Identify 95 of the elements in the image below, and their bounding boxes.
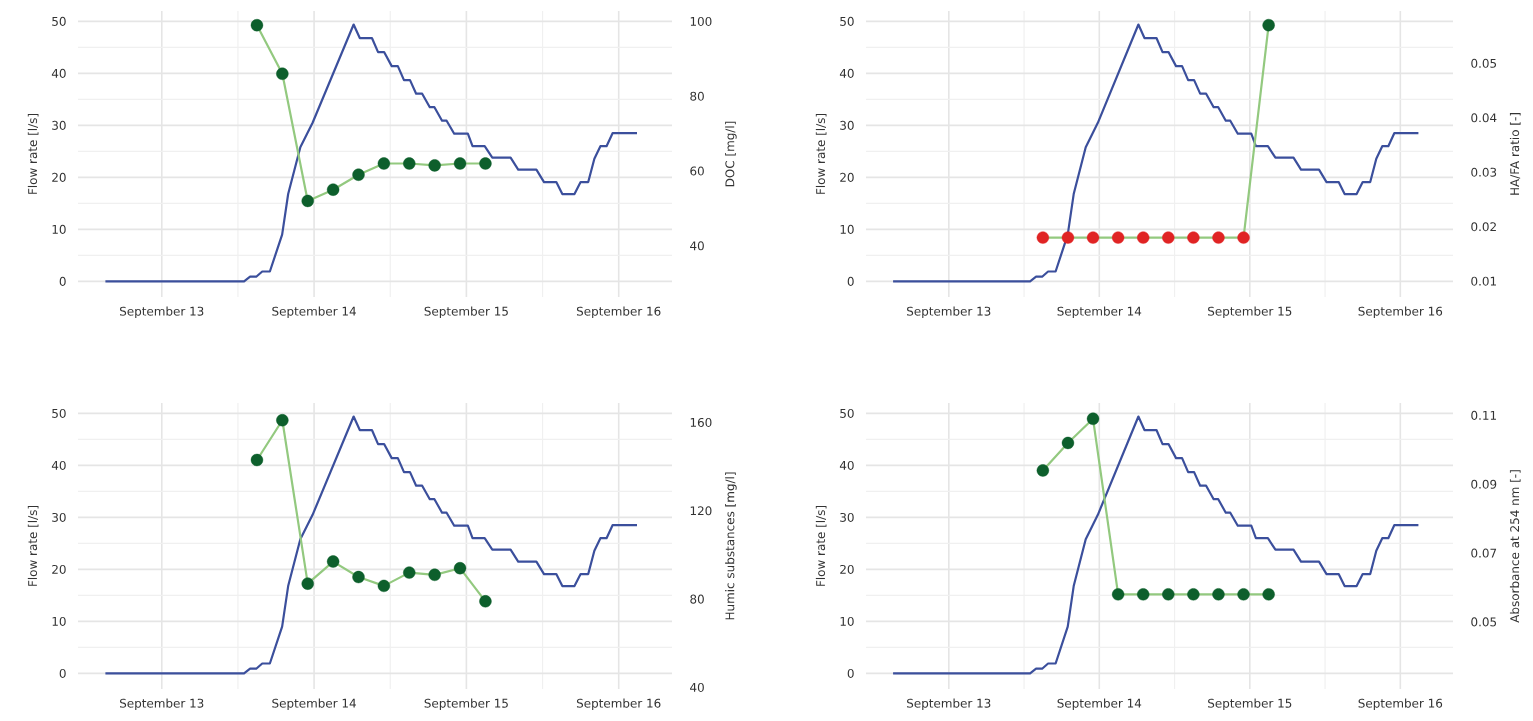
point xyxy=(377,579,391,593)
y2-tick-label: 100 xyxy=(690,16,712,26)
y-tick-label: 30 xyxy=(840,120,854,130)
y2-tick-label: 0.09 xyxy=(1471,479,1497,489)
point xyxy=(403,157,416,170)
point xyxy=(1036,464,1050,477)
y-tick-label: 20 xyxy=(52,172,66,182)
y-tick-label: 50 xyxy=(840,408,854,418)
point xyxy=(428,568,441,581)
y2-tick-label: 0.04 xyxy=(1471,113,1497,123)
y2-tick-label: 0.01 xyxy=(1471,276,1496,286)
y-tick-label: 0 xyxy=(59,276,66,286)
y2-tick-label: 0.02 xyxy=(1471,222,1496,232)
y2-tick-label: 0.05 xyxy=(1471,58,1497,68)
y2-tick-label: 80 xyxy=(690,594,704,604)
x-tick-label: September 14 xyxy=(1057,698,1142,711)
x-tick-label: September 13 xyxy=(907,306,991,319)
y-axis-title: Flow rate [l/s] xyxy=(27,505,39,586)
point xyxy=(479,595,492,608)
point xyxy=(403,566,416,579)
y-tick-label: 0 xyxy=(59,668,66,678)
point xyxy=(453,157,467,170)
point xyxy=(1262,588,1275,601)
point xyxy=(1137,588,1150,601)
y-axis-title: Flow rate [l/s] xyxy=(27,113,39,194)
point xyxy=(301,577,314,590)
point xyxy=(250,453,264,467)
y2-tick-label: 0.11 xyxy=(1471,410,1496,420)
point xyxy=(479,157,492,170)
x-tick-label: September 16 xyxy=(1358,698,1443,711)
point xyxy=(1086,412,1100,425)
y-tick-label: 50 xyxy=(840,16,854,26)
x-tick-label: September 13 xyxy=(120,698,204,711)
y-tick-label: 40 xyxy=(51,460,66,470)
y-tick-label: 40 xyxy=(839,68,854,78)
y-tick-label: 50 xyxy=(52,16,66,26)
y-tick-label: 20 xyxy=(840,172,854,182)
point xyxy=(352,168,365,181)
y-tick-label: 30 xyxy=(52,120,66,130)
x-tick-label: September 14 xyxy=(272,698,356,711)
x-tick-label: September 16 xyxy=(576,698,661,711)
point xyxy=(377,157,391,170)
x-tick-label: September 15 xyxy=(424,698,508,711)
point xyxy=(276,67,289,80)
y2-axis-title: HA/FA ratio [-] xyxy=(1509,113,1521,195)
y-tick-label: 30 xyxy=(52,512,66,522)
x-tick-label: September 14 xyxy=(1057,306,1142,319)
point xyxy=(1111,588,1125,601)
y-tick-label: 40 xyxy=(839,460,854,470)
y2-tick-label: 0.03 xyxy=(1471,167,1497,177)
point xyxy=(276,414,289,427)
y2-tick-label: 0.05 xyxy=(1471,617,1497,627)
y2-tick-label: 0.07 xyxy=(1471,548,1497,558)
point xyxy=(326,555,340,568)
y-tick-label: 10 xyxy=(840,224,854,234)
y2-tick-label: 60 xyxy=(690,166,704,176)
point xyxy=(453,562,467,575)
x-tick-label: September 15 xyxy=(424,306,508,319)
y-tick-label: 0 xyxy=(847,276,854,286)
point xyxy=(1187,588,1200,601)
y-tick-label: 10 xyxy=(52,224,66,234)
y2-axis-title: DOC [mg/l] xyxy=(725,121,737,187)
y-tick-label: 50 xyxy=(52,408,66,418)
x-tick-label: September 16 xyxy=(1358,306,1443,319)
y2-axis-title: Absorbance at 254 nm [-] xyxy=(1509,470,1521,623)
y2-tick-label: 160 xyxy=(690,417,712,427)
point xyxy=(352,570,365,584)
y-tick-label: 10 xyxy=(52,616,66,626)
y2-tick-label: 80 xyxy=(690,91,704,101)
x-tick-label: September 16 xyxy=(576,306,661,319)
x-tick-label: September 13 xyxy=(907,698,991,711)
y-axis-title: Flow rate [l/s] xyxy=(815,505,827,586)
x-tick-label: September 15 xyxy=(1208,306,1292,319)
y2-axis-title: Humic substances [mg/l] xyxy=(725,472,737,620)
x-tick-label: September 14 xyxy=(272,306,356,319)
y-tick-label: 40 xyxy=(51,68,66,78)
point xyxy=(1061,436,1075,450)
y-tick-label: 0 xyxy=(847,668,854,678)
y-tick-label: 10 xyxy=(840,616,854,626)
y2-tick-label: 40 xyxy=(690,241,704,251)
point xyxy=(250,19,264,32)
x-tick-label: September 15 xyxy=(1208,698,1292,711)
y2-tick-label: 120 xyxy=(690,506,712,516)
y-axis-title: Flow rate [l/s] xyxy=(815,113,827,194)
point xyxy=(301,194,314,208)
point xyxy=(1237,588,1250,601)
y-tick-label: 20 xyxy=(52,564,66,574)
point xyxy=(1212,588,1225,601)
x-tick-label: September 13 xyxy=(120,306,204,319)
point xyxy=(428,159,441,172)
y-tick-label: 20 xyxy=(840,564,854,574)
y-tick-label: 30 xyxy=(840,512,854,522)
y2-tick-label: 40 xyxy=(690,682,704,692)
point xyxy=(1162,588,1175,601)
point xyxy=(326,183,340,196)
